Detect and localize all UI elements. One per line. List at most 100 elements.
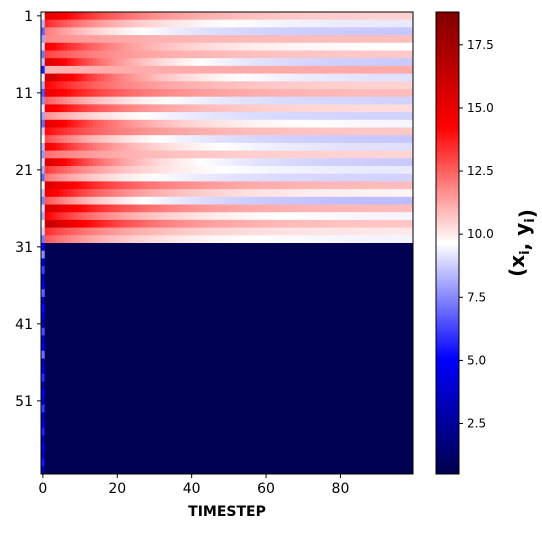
heatmap-cell <box>156 42 161 51</box>
heatmap-cell <box>204 227 209 236</box>
heatmap-cell <box>293 235 299 244</box>
heatmap-cell <box>238 96 243 105</box>
heatmap-cell <box>301 219 306 228</box>
heatmap-cell <box>386 243 392 252</box>
heatmap-cell <box>293 12 299 21</box>
heatmap-cell <box>93 104 98 113</box>
heatmap-cell <box>249 181 254 190</box>
heatmap-cell <box>249 12 254 21</box>
heatmap-cell <box>215 335 220 344</box>
heatmap-cell <box>256 73 261 82</box>
heatmap-cell <box>260 58 265 67</box>
heatmap-cell <box>275 366 280 375</box>
heatmap-cell <box>100 12 105 21</box>
heatmap-cell <box>275 50 280 59</box>
heatmap-cell <box>52 358 57 367</box>
heatmap-cell <box>297 381 302 390</box>
heatmap-cell <box>163 289 168 298</box>
heatmap-cell <box>275 35 280 44</box>
heatmap-cell <box>241 212 246 221</box>
heatmap-cell <box>245 373 250 382</box>
heatmap-cell <box>241 335 246 344</box>
heatmap-cell <box>401 189 406 198</box>
heatmap-cell <box>85 212 90 221</box>
heatmap-cell <box>320 250 325 259</box>
heatmap-cell <box>189 189 194 198</box>
heatmap-cell <box>390 27 395 36</box>
heatmap-cell <box>279 50 284 59</box>
heatmap-cell <box>271 127 276 136</box>
heatmap-cell <box>152 119 157 128</box>
heatmap-cell <box>323 58 328 67</box>
heatmap-cell <box>241 89 246 98</box>
heatmap-cell <box>386 320 392 329</box>
heatmap-cell <box>245 196 250 205</box>
heatmap-cell <box>375 181 380 190</box>
heatmap-cell <box>145 181 150 190</box>
heatmap-cell <box>148 19 153 28</box>
heatmap-cell <box>368 320 373 329</box>
heatmap-cell <box>297 258 302 267</box>
heatmap-cell <box>282 250 287 259</box>
heatmap-cell <box>290 142 295 151</box>
heatmap-cell <box>312 27 317 36</box>
heatmap-cell <box>293 296 299 305</box>
heatmap-cell <box>390 142 395 151</box>
heatmap-cell <box>249 127 254 136</box>
heatmap-cell <box>368 289 373 298</box>
heatmap-cell <box>342 19 347 28</box>
heatmap-cell <box>409 273 414 282</box>
heatmap-cell <box>398 158 403 167</box>
heatmap-cell <box>282 312 287 321</box>
heatmap-cell <box>74 219 79 228</box>
heatmap-cell <box>212 235 217 244</box>
heatmap-cell <box>398 312 403 321</box>
heatmap-cell <box>230 65 235 74</box>
heatmap-cell <box>197 350 202 359</box>
heatmap-cell <box>305 212 310 221</box>
heatmap-cell <box>208 112 213 121</box>
heatmap-cell <box>59 335 64 344</box>
heatmap-cell <box>308 350 313 359</box>
heatmap-cell <box>96 50 101 59</box>
heatmap-cell <box>200 89 206 98</box>
heatmap-cell <box>223 104 228 113</box>
heatmap-cell <box>271 173 276 182</box>
heatmap-cell <box>223 389 228 398</box>
heatmap-cell <box>63 19 68 28</box>
heatmap-cell <box>167 258 172 267</box>
heatmap-cell <box>55 81 60 90</box>
heatmap-cell <box>200 235 206 244</box>
heatmap-cell <box>44 89 49 98</box>
heatmap-cell <box>160 343 165 352</box>
heatmap-cell <box>346 243 351 252</box>
heatmap-cell <box>119 27 124 36</box>
heatmap-cell <box>323 289 328 298</box>
heatmap-cell <box>160 289 165 298</box>
heatmap-cell <box>215 219 220 228</box>
heatmap-cell <box>297 35 302 44</box>
heatmap-cell <box>349 389 354 398</box>
heatmap-cell <box>48 335 53 344</box>
heatmap-cell <box>41 173 46 182</box>
heatmap-cell <box>327 96 332 105</box>
heatmap-cell <box>238 127 243 136</box>
heatmap-cell <box>349 89 354 98</box>
heatmap-cell <box>342 373 347 382</box>
heatmap-cell <box>148 81 153 90</box>
heatmap-cell <box>126 58 131 67</box>
heatmap-cell <box>200 65 206 74</box>
heatmap-cell <box>267 27 273 36</box>
heatmap-cell <box>379 381 384 390</box>
heatmap-cell <box>375 358 380 367</box>
heatmap-cell <box>312 335 317 344</box>
heatmap-cell <box>44 204 49 213</box>
heatmap-cell <box>357 158 362 167</box>
heatmap-cell <box>44 150 49 159</box>
heatmap-cell <box>279 327 284 336</box>
heatmap-cell <box>271 35 276 44</box>
heatmap-cell <box>141 335 146 344</box>
heatmap-cell <box>282 189 287 198</box>
heatmap-cell <box>331 327 336 336</box>
heatmap-cell <box>405 243 410 252</box>
